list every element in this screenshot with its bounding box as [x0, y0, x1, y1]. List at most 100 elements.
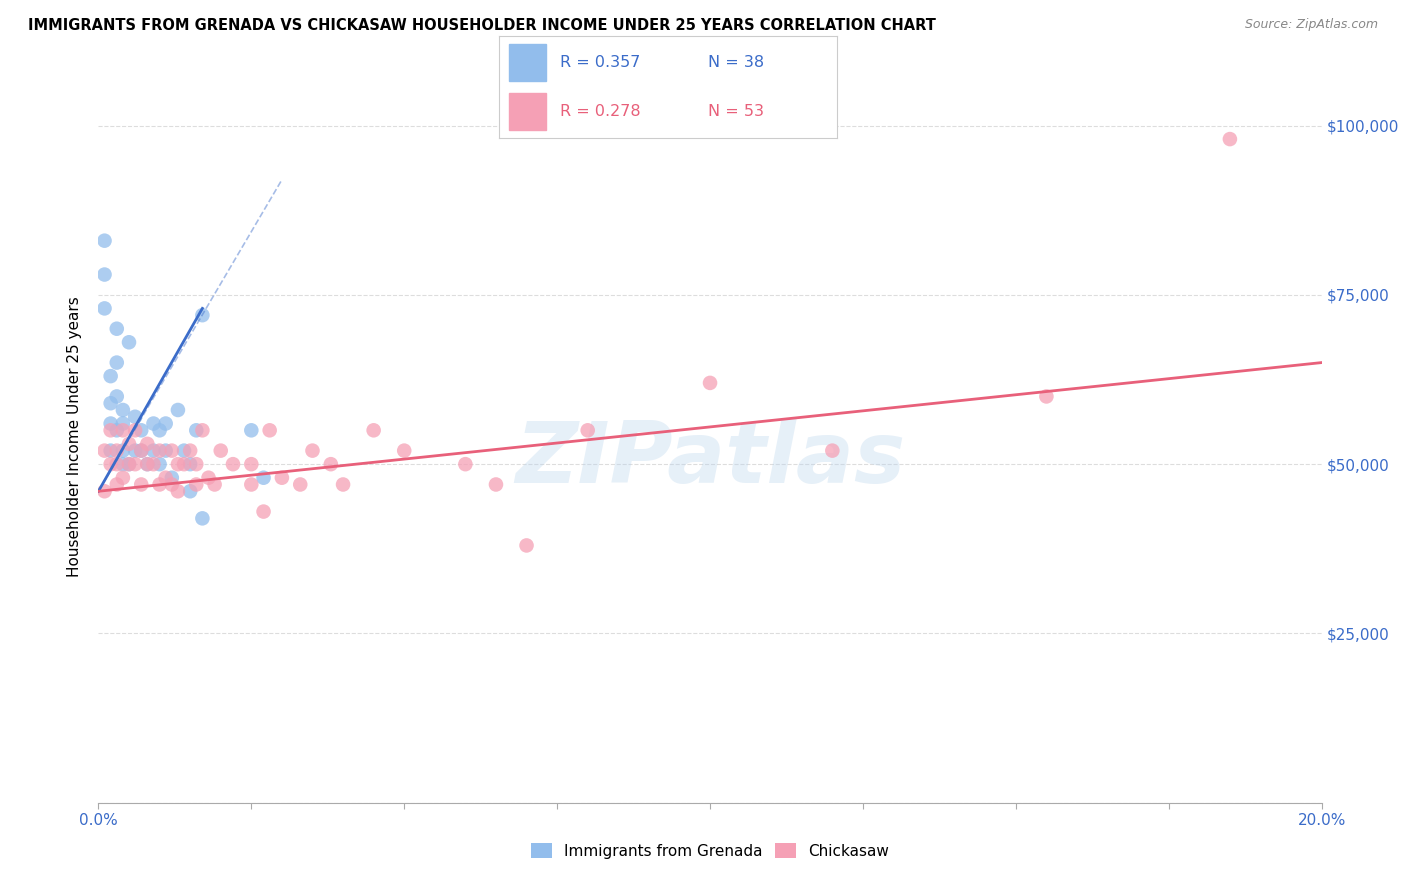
Point	[252, 505, 274, 519]
Point	[173, 457, 195, 471]
Point	[155, 443, 177, 458]
Point	[93, 268, 115, 282]
Point	[167, 484, 190, 499]
Point	[160, 477, 183, 491]
Point	[136, 457, 159, 471]
Point	[111, 423, 134, 437]
Point	[209, 443, 232, 458]
Point	[105, 389, 128, 403]
Point	[136, 457, 159, 471]
Point	[191, 423, 214, 437]
Legend: Immigrants from Grenada, Chickasaw: Immigrants from Grenada, Chickasaw	[524, 837, 896, 864]
Point	[142, 457, 165, 471]
Point	[179, 457, 201, 471]
Point	[105, 443, 128, 458]
Point	[93, 443, 115, 458]
Point	[155, 471, 177, 485]
Point	[100, 396, 122, 410]
Point	[252, 471, 274, 485]
Text: Source: ZipAtlas.com: Source: ZipAtlas.com	[1244, 18, 1378, 31]
Point	[167, 457, 190, 471]
Point	[191, 308, 214, 322]
Point	[270, 471, 292, 485]
Point	[136, 437, 159, 451]
Point	[516, 538, 538, 552]
Point	[111, 403, 134, 417]
Point	[111, 417, 134, 431]
Point	[454, 457, 477, 471]
Point	[821, 443, 844, 458]
Point	[179, 443, 201, 458]
Point	[93, 301, 115, 316]
Point	[100, 443, 122, 458]
Point	[179, 484, 201, 499]
Point	[100, 369, 122, 384]
Point	[576, 423, 599, 437]
Point	[118, 457, 141, 471]
Point	[290, 477, 312, 491]
Point	[160, 471, 183, 485]
Point	[332, 477, 354, 491]
Point	[173, 443, 195, 458]
Point	[105, 457, 128, 471]
Point	[186, 477, 208, 491]
Point	[111, 457, 134, 471]
Point	[129, 443, 152, 458]
Point	[197, 471, 219, 485]
Point	[93, 484, 115, 499]
Text: R = 0.278: R = 0.278	[560, 104, 641, 120]
Point	[105, 322, 128, 336]
Point	[124, 457, 146, 471]
Point	[222, 457, 245, 471]
Point	[160, 443, 183, 458]
Text: R = 0.357: R = 0.357	[560, 54, 640, 70]
Point	[105, 477, 128, 491]
Point	[191, 511, 214, 525]
Point	[100, 457, 122, 471]
Point	[186, 423, 208, 437]
Point	[363, 423, 385, 437]
Bar	[509, 93, 547, 130]
Point	[1035, 389, 1057, 403]
Point	[118, 437, 141, 451]
Text: IMMIGRANTS FROM GRENADA VS CHICKASAW HOUSEHOLDER INCOME UNDER 25 YEARS CORRELATI: IMMIGRANTS FROM GRENADA VS CHICKASAW HOU…	[28, 18, 936, 33]
Text: N = 53: N = 53	[709, 104, 765, 120]
Point	[699, 376, 721, 390]
Y-axis label: Householder Income Under 25 years: Householder Income Under 25 years	[67, 297, 83, 577]
Point	[124, 409, 146, 424]
Point	[149, 423, 172, 437]
Point	[111, 443, 134, 458]
Point	[124, 423, 146, 437]
Point	[1219, 132, 1241, 146]
Point	[240, 477, 263, 491]
Point	[167, 403, 190, 417]
Point	[142, 417, 165, 431]
Point	[100, 423, 122, 437]
Point	[240, 423, 263, 437]
Point	[118, 457, 141, 471]
Point	[149, 443, 172, 458]
Point	[259, 423, 281, 437]
Point	[142, 443, 165, 458]
Point	[129, 477, 152, 491]
Point	[319, 457, 342, 471]
Point	[129, 423, 152, 437]
Point	[301, 443, 323, 458]
Point	[155, 417, 177, 431]
Point	[186, 457, 208, 471]
Text: N = 38: N = 38	[709, 54, 765, 70]
Point	[118, 335, 141, 350]
Point	[149, 477, 172, 491]
Text: ZIPatlas: ZIPatlas	[515, 417, 905, 500]
Point	[485, 477, 508, 491]
Point	[129, 443, 152, 458]
Point	[204, 477, 226, 491]
Point	[105, 423, 128, 437]
Point	[111, 471, 134, 485]
Bar	[509, 44, 547, 81]
Point	[392, 443, 416, 458]
Point	[93, 234, 115, 248]
Point	[149, 457, 172, 471]
Point	[105, 355, 128, 369]
Point	[100, 417, 122, 431]
